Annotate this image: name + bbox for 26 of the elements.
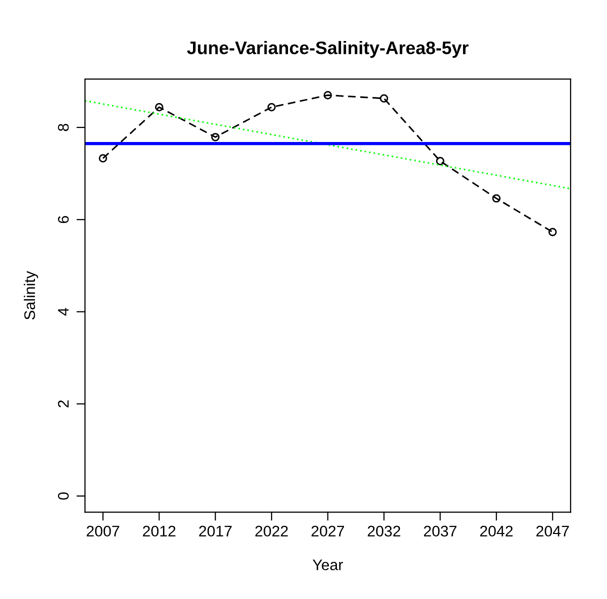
y-tick-label: 0	[58, 492, 69, 500]
y-tick-label: 6	[58, 216, 69, 224]
x-tick-label: 2017	[199, 526, 232, 537]
point	[324, 91, 332, 100]
x-tick-label: 2037	[424, 526, 456, 537]
x-tick-label: 2032	[368, 526, 400, 537]
point	[380, 94, 388, 103]
point	[211, 132, 220, 142]
x-tick-label: 2047	[536, 526, 569, 537]
y-axis-title: Salinity	[24, 271, 38, 320]
point	[98, 154, 108, 162]
y-tick-label: 8	[58, 124, 69, 132]
x-tick-label: 2027	[312, 526, 344, 537]
x-tick-label: 2012	[142, 526, 176, 537]
point	[492, 194, 501, 203]
x-tick-label: 2007	[86, 526, 120, 537]
chart-title: June-Variance-Salinity-Area8-5yr	[187, 40, 469, 58]
point	[267, 103, 276, 112]
y-tick-label: 2	[58, 400, 69, 408]
y-tick-label: 4	[58, 308, 69, 316]
x-tick-label: 2042	[480, 526, 513, 537]
x-axis-title: Year	[312, 560, 343, 570]
x-tick-label: 2022	[255, 526, 288, 537]
point	[155, 103, 164, 112]
point	[436, 156, 444, 166]
point	[548, 228, 557, 236]
